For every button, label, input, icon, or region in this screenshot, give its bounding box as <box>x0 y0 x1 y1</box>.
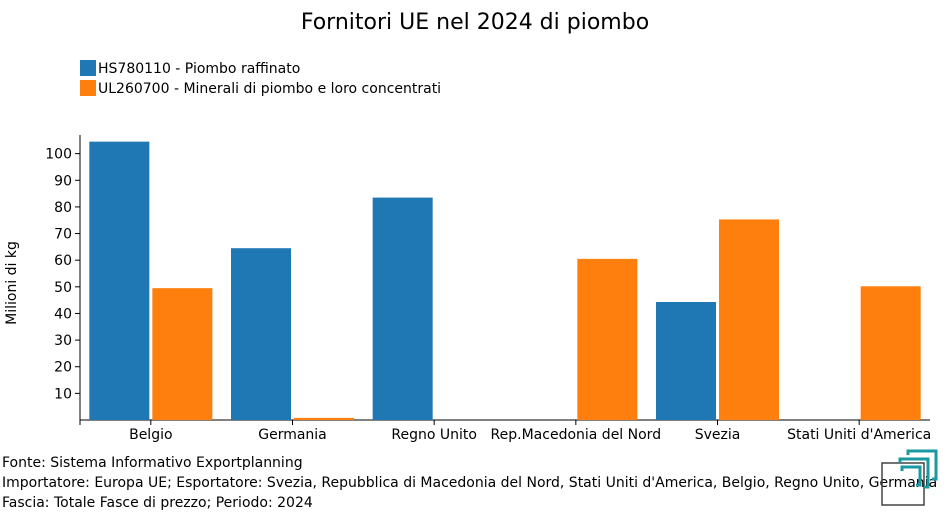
bar-belgio-series-2 <box>152 288 213 420</box>
y-axis-label: Milioni di kg <box>4 241 20 325</box>
bar-rep-macedonia-del-nord-series-2 <box>577 258 638 420</box>
y-tick-label: 50 <box>54 280 72 296</box>
y-tick-label: 100 <box>45 147 72 163</box>
x-tick-label-regno-unito: Regno Unito <box>391 427 477 443</box>
y-axis: 10 20 30 40 50 60 70 80 90 100 <box>45 135 81 420</box>
y-tick-label: 30 <box>54 333 72 349</box>
bar-svezia-series-1 <box>656 302 716 420</box>
x-tick-label-belgio: Belgio <box>129 427 172 443</box>
y-tick-label: 60 <box>54 253 72 269</box>
footer-band: Fascia: Totale Fasce di prezzo; Periodo:… <box>2 495 313 511</box>
legend: HS780110 - Piombo raffinato UL260700 - Mi… <box>80 60 441 97</box>
x-tick-label-germania: Germania <box>258 427 327 443</box>
y-tick-label: 10 <box>54 386 72 402</box>
legend-swatch-1 <box>80 60 96 76</box>
legend-label-2: UL260700 - Minerali di piombo e loro con… <box>98 81 441 97</box>
y-tick-label: 40 <box>54 306 72 322</box>
bar-stati-uniti-d-america-series-2 <box>860 286 921 420</box>
x-tick-label-rep-macedonia-del-nord: Rep.Macedonia del Nord <box>491 427 662 443</box>
bar-germania-series-2 <box>294 417 354 420</box>
x-axis: Belgio Germania Regno Unito Rep.Macedonia d… <box>79 419 931 443</box>
chart: Fornitori UE nel 2024 di piombo HS780110… <box>4 10 931 443</box>
exportplanning-logo-icon <box>881 449 938 506</box>
footer-source: Fonte: Sistema Informativo Exportplannin… <box>2 455 303 471</box>
x-tick-label-svezia: Svezia <box>695 427 741 443</box>
bar-regno-unito-series-1 <box>372 197 433 420</box>
x-tick-label-stati-uniti-d-america: Stati Uniti d'America <box>787 427 931 443</box>
y-tick-label: 80 <box>54 200 72 216</box>
footer-details: Importatore: Europa UE; Esportatore: Sve… <box>2 475 938 491</box>
legend-swatch-2 <box>80 80 96 96</box>
y-tick-label: 20 <box>54 360 72 376</box>
legend-label-1: HS780110 - Piombo raffinato <box>98 61 300 77</box>
y-tick-label: 90 <box>54 173 72 189</box>
chart-title: Fornitori UE nel 2024 di piombo <box>301 10 649 35</box>
bar-germania-series-1 <box>231 248 291 420</box>
bar-belgio-series-1 <box>89 141 150 420</box>
bar-svezia-series-2 <box>719 219 779 420</box>
y-tick-label: 70 <box>54 227 72 243</box>
bars <box>89 141 921 420</box>
